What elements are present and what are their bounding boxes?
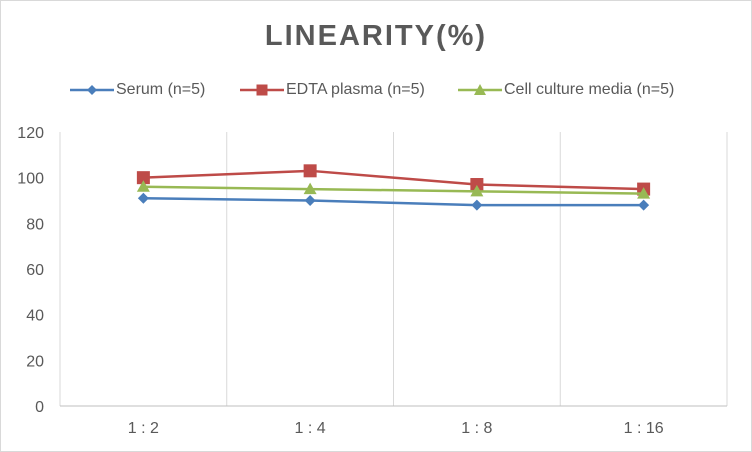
legend-label-cell-culture-media: Cell culture media (n=5) bbox=[504, 81, 675, 98]
data-point-square bbox=[136, 171, 150, 185]
data-point-triangle bbox=[637, 187, 651, 199]
legend-label-serum: Serum (n=5) bbox=[116, 81, 206, 98]
x-tick-label: 1 : 2 bbox=[128, 420, 159, 437]
data-point-square bbox=[470, 178, 484, 192]
data-point-diamond bbox=[471, 199, 483, 211]
data-point-triangle bbox=[136, 180, 150, 192]
chart-legend: Serum (n=5) EDTA plasma (n=5) Cell cultu… bbox=[0, 80, 752, 102]
data-point-square bbox=[303, 164, 317, 178]
x-tick-label: 1 : 8 bbox=[461, 420, 492, 437]
series-line-1 bbox=[143, 169, 644, 191]
data-point-triangle bbox=[303, 182, 317, 195]
legend-label-edta-plasma: EDTA plasma (n=5) bbox=[286, 81, 425, 98]
data-point-diamond bbox=[304, 195, 316, 206]
y-tick-label: 20 bbox=[26, 353, 44, 370]
data-point-diamond bbox=[137, 192, 149, 204]
y-tick-label: 80 bbox=[26, 216, 44, 233]
x-tick-label: 1 : 16 bbox=[624, 420, 664, 437]
y-tick-label: 0 bbox=[35, 399, 44, 416]
y-tick-label: 60 bbox=[26, 262, 44, 279]
legend-marker-cell-culture-media bbox=[458, 84, 502, 95]
data-point-triangle bbox=[470, 184, 484, 197]
y-tick-label: 40 bbox=[26, 308, 44, 325]
data-point-diamond bbox=[638, 199, 650, 211]
series-line-2 bbox=[143, 185, 644, 195]
chart-title: LINEARITY(%) bbox=[264, 20, 488, 52]
y-tick-label: 100 bbox=[17, 171, 44, 188]
x-tick-label: 1 : 4 bbox=[295, 420, 326, 437]
y-tick-label: 120 bbox=[17, 125, 44, 142]
legend-marker-serum bbox=[70, 85, 114, 95]
series-line-0 bbox=[143, 196, 644, 207]
legend-marker-edta-plasma bbox=[240, 84, 284, 96]
